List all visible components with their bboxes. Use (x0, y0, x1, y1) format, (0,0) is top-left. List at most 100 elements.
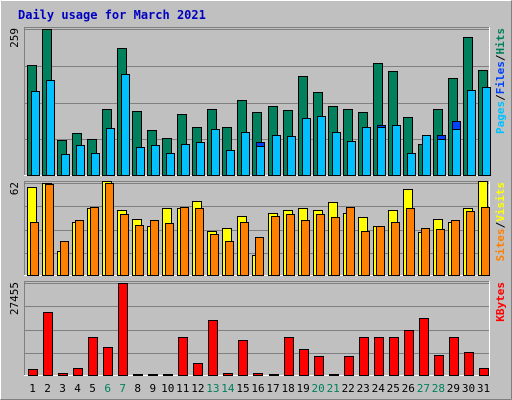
kbytes-bar-day-30 (464, 352, 474, 376)
x-tick-label-29: 29 (447, 382, 460, 395)
x-tick-label-11: 11 (176, 382, 189, 395)
legend-visits: Visits (494, 182, 507, 222)
legend-sites-visits: Sites/Visits (494, 182, 507, 262)
sites-bar-day-26 (406, 208, 415, 276)
kbytes-bar-day-5 (88, 337, 98, 376)
pages-bar-day-8 (136, 147, 145, 176)
pages-bar-day-24 (377, 127, 386, 176)
kbytes-bar-day-23 (359, 337, 369, 376)
kbytes-bar-day-4 (73, 368, 83, 376)
pages-bar-day-16 (256, 146, 265, 176)
pages-bar-day-13 (211, 129, 220, 176)
kbytes-bar-day-13 (208, 320, 218, 376)
panel-sites-visits: 62 Sites/Visits (8, 181, 507, 276)
kbytes-bar-day-1 (28, 369, 38, 376)
x-tick-label-28: 28 (432, 382, 445, 395)
sites-bar-day-24 (376, 226, 385, 276)
legend-files: Files (494, 61, 507, 94)
sites-bar-day-27 (421, 228, 430, 276)
pages-bar-day-18 (287, 136, 296, 176)
legend-separator: / (494, 94, 507, 101)
sites-bar-day-22 (346, 207, 355, 276)
legend-hits: Hits (494, 28, 507, 55)
pages-bar-day-31 (482, 87, 491, 176)
kbytes-bar-day-10 (163, 374, 173, 376)
pages-bar-day-14 (226, 150, 235, 176)
pages-bar-day-5 (91, 153, 100, 176)
kbytes-bar-day-17 (269, 374, 279, 376)
sites-bar-day-1 (30, 222, 39, 276)
kbytes-bar-day-22 (344, 356, 354, 376)
series-pages (31, 74, 491, 176)
sites-bar-day-21 (331, 217, 340, 276)
kbytes-bar-day-28 (434, 355, 444, 376)
x-tick-label-8: 8 (134, 382, 141, 395)
pages-bar-day-3 (61, 154, 70, 176)
kbytes-bar-day-24 (374, 337, 384, 376)
x-tick-label-9: 9 (149, 382, 156, 395)
kbytes-bar-day-9 (148, 374, 158, 376)
kbytes-bar-day-20 (314, 356, 324, 376)
sites-bar-day-10 (165, 223, 174, 276)
pages-bar-day-2 (46, 80, 55, 176)
sites-bar-day-17 (271, 216, 280, 276)
y-max-label: 27455 (8, 282, 21, 315)
pages-bar-day-23 (362, 127, 371, 176)
x-tick-label-16: 16 (251, 382, 264, 395)
chart-title: Daily usage for March 2021 (18, 8, 206, 22)
legend-sites: Sites (494, 228, 507, 261)
y-max-label: 259 (8, 28, 21, 48)
x-tick-label-3: 3 (59, 382, 66, 395)
kbytes-bar-day-26 (404, 330, 414, 376)
sites-bar-day-2 (45, 184, 54, 276)
sites-bar-day-16 (255, 237, 264, 276)
pages-bar-day-10 (166, 153, 175, 176)
x-tick-label-20: 20 (311, 382, 324, 395)
kbytes-bar-day-21 (329, 374, 339, 376)
x-tick-label-25: 25 (387, 382, 400, 395)
sites-bar-day-19 (301, 220, 310, 276)
kbytes-bar-day-11 (178, 337, 188, 376)
kbytes-bar-day-2 (43, 312, 53, 376)
pages-bar-day-4 (76, 145, 85, 176)
x-tick-label-17: 17 (266, 382, 279, 395)
x-tick-label-1: 1 (29, 382, 36, 395)
sites-bar-day-9 (150, 220, 159, 276)
kbytes-bar-day-18 (284, 337, 294, 376)
pages-bar-day-17 (272, 135, 281, 176)
legend-kbytes: KBytes (494, 282, 507, 322)
pages-bar-day-9 (151, 145, 160, 176)
sites-bar-day-31 (481, 207, 490, 276)
sites-bar-day-12 (195, 208, 204, 276)
x-tick-label-15: 15 (236, 382, 249, 395)
kbytes-bar-day-8 (133, 374, 143, 376)
x-tick-label-23: 23 (357, 382, 370, 395)
pages-bar-day-7 (121, 74, 130, 176)
x-tick-label-22: 22 (342, 382, 355, 395)
kbytes-bar-day-16 (253, 373, 263, 376)
pages-bar-day-11 (181, 144, 190, 176)
sites-bar-day-30 (466, 211, 475, 276)
sites-bar-day-8 (135, 225, 144, 276)
pages-bar-day-20 (317, 116, 326, 176)
sites-bar-day-13 (210, 234, 219, 276)
kbytes-bar-day-27 (419, 318, 429, 376)
pages-bar-day-27 (422, 135, 431, 176)
sites-bar-day-6 (105, 183, 114, 276)
x-tick-label-21: 21 (327, 382, 340, 395)
x-tick-label-5: 5 (89, 382, 96, 395)
x-tick-label-31: 31 (477, 382, 490, 395)
sites-bar-day-18 (286, 214, 295, 276)
pages-bar-day-12 (196, 142, 205, 176)
pages-bar-day-1 (31, 91, 40, 176)
sites-bar-day-4 (75, 220, 84, 276)
kbytes-bar-day-19 (299, 349, 309, 376)
pages-bar-day-29 (452, 129, 461, 176)
legend-kbytes: KBytes (494, 282, 507, 322)
sites-bar-day-5 (90, 207, 99, 276)
x-tick-label-4: 4 (74, 382, 81, 395)
pages-bar-day-22 (347, 141, 356, 176)
